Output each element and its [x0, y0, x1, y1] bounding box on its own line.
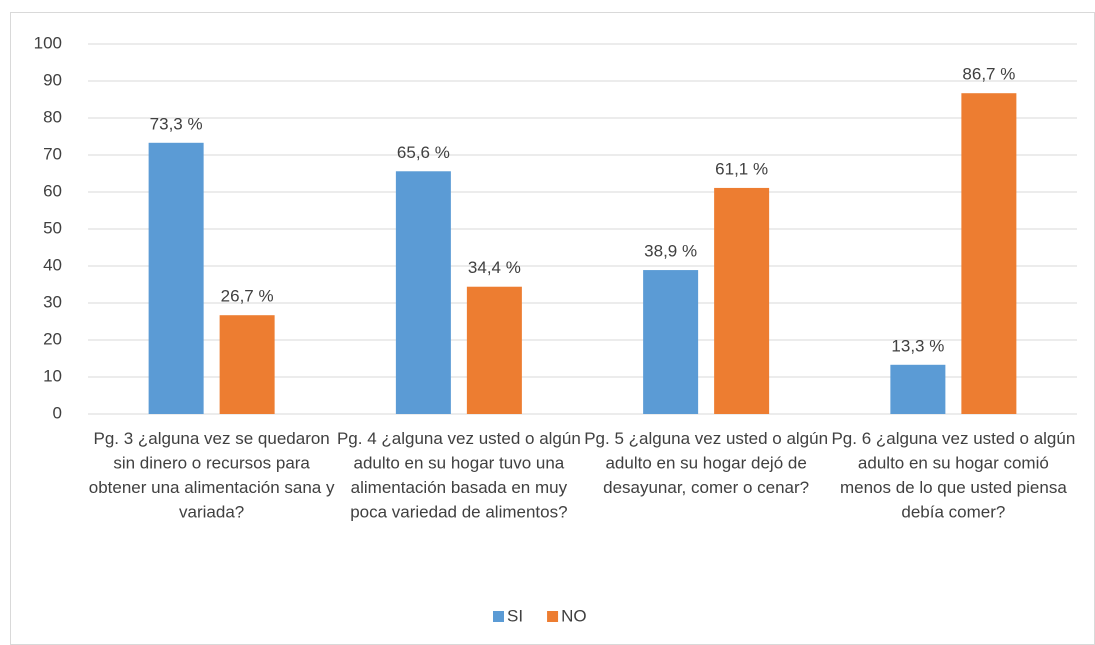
x-tick-label-line: variada?: [179, 503, 244, 522]
legend-label: NO: [561, 606, 587, 625]
y-tick-label: 10: [43, 366, 62, 385]
y-tick-label: 30: [43, 292, 62, 311]
x-tick-label-line: adulto en su hogar dejó de: [605, 454, 806, 473]
y-tick-label: 60: [43, 181, 62, 200]
value-label: 34,4 %: [468, 258, 521, 277]
y-tick-label: 80: [43, 107, 62, 126]
value-label: 26,7 %: [221, 287, 274, 306]
x-tick-label-line: adulto en su hogar tuvo una: [353, 454, 564, 473]
x-tick-label-line: Pg. 6 ¿alguna vez usted o algún: [831, 429, 1075, 448]
bar: [466, 286, 522, 414]
legend-swatch: [493, 611, 504, 622]
x-tick-label-line: Pg. 5 ¿alguna vez usted o algún: [584, 429, 828, 448]
bar: [890, 364, 946, 414]
bar: [148, 142, 204, 415]
value-label: 65,6 %: [397, 143, 450, 162]
x-tick-label-line: Pg. 3 ¿alguna vez se quedaron: [93, 429, 329, 448]
bar: [714, 187, 770, 414]
y-tick-label: 100: [34, 33, 62, 52]
value-label: 38,9 %: [644, 242, 697, 261]
y-tick-label: 90: [43, 70, 62, 89]
y-tick-label: 50: [43, 218, 62, 237]
legend-label: SI: [507, 606, 523, 625]
bar: [219, 315, 275, 414]
x-tick-label-line: adulto en su hogar comió: [858, 454, 1049, 473]
y-tick-label: 70: [43, 144, 62, 163]
x-tick-label-line: Pg. 4 ¿alguna vez usted o algún: [337, 429, 581, 448]
x-tick-label-line: obtener una alimentación sana y: [89, 478, 335, 497]
x-tick-label: Pg. 6 ¿alguna vez usted o algún adulto en…: [831, 429, 1075, 522]
x-tick-label: Pg. 5 ¿alguna vez usted o algún adulto en…: [584, 429, 828, 497]
legend-swatch: [547, 611, 559, 622]
bar: [643, 270, 699, 414]
y-tick-label: 0: [53, 403, 62, 422]
value-label: 13,3 %: [891, 336, 944, 355]
value-label: 61,1 %: [715, 159, 768, 178]
x-tick-label: Pg. 3 ¿alguna vez se quedaron sin dinero …: [89, 429, 335, 522]
x-tick-label-line: sin dinero o recursos para: [113, 454, 310, 473]
x-tick-label-line: menos de lo que usted piensa: [840, 478, 1067, 497]
bar: [395, 171, 451, 414]
x-tick-label: Pg. 4 ¿alguna vez usted o algún adulto en…: [337, 429, 581, 522]
y-tick-label: 20: [43, 329, 62, 348]
x-tick-label-line: desayunar, comer o cenar?: [603, 478, 809, 497]
x-tick-label-line: alimentación basada en muy: [351, 478, 568, 497]
bar: [961, 93, 1017, 415]
value-label: 86,7 %: [962, 65, 1015, 84]
x-tick-label-line: poca variedad de alimentos?: [350, 503, 567, 522]
value-label: 73,3 %: [150, 114, 203, 133]
y-tick-label: 40: [43, 255, 62, 274]
x-tick-label-line: debía comer?: [901, 503, 1005, 522]
